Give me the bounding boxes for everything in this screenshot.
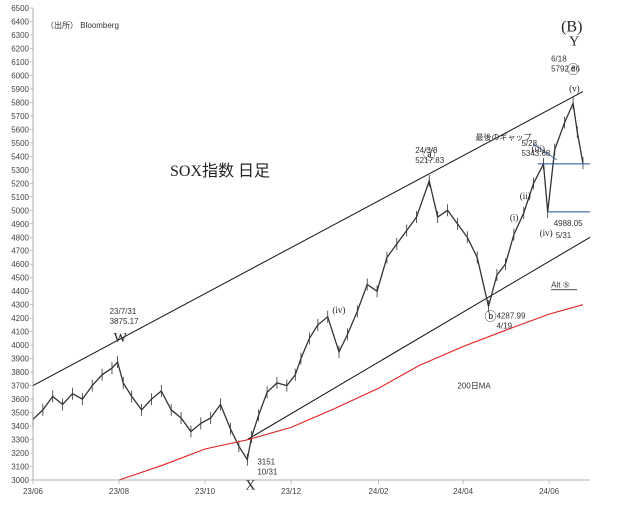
y-tick-label: 4300 bbox=[11, 301, 29, 310]
y-tick-label: 6100 bbox=[11, 58, 29, 67]
y-tick-label: 6300 bbox=[11, 31, 29, 40]
wave-label: ⓑ bbox=[484, 309, 496, 323]
series-lines bbox=[32, 97, 584, 481]
x-tick-label: 24/04 bbox=[453, 487, 474, 496]
y-tick-label: 3200 bbox=[11, 449, 29, 458]
y-tick-label: 5600 bbox=[11, 125, 29, 134]
y-tick-label: 4200 bbox=[11, 314, 29, 323]
annotation-label: 10/31 bbox=[257, 468, 278, 477]
gap-arrow bbox=[533, 143, 557, 161]
annotation-label: 4988.05 bbox=[554, 219, 583, 228]
y-tick-label: 5800 bbox=[11, 98, 29, 107]
annotation-label: 24/3/8 bbox=[415, 146, 438, 155]
y-tick-label: 5200 bbox=[11, 179, 29, 188]
y-tick-label: 5400 bbox=[11, 152, 29, 161]
wave-label: Y bbox=[569, 34, 579, 49]
y-tick-label: 4700 bbox=[11, 247, 29, 256]
y-tick-label: 6400 bbox=[11, 17, 29, 26]
annotation-label: 4287.99 bbox=[496, 311, 525, 320]
y-tick-label: 5500 bbox=[11, 139, 29, 148]
y-tick-label: 6000 bbox=[11, 71, 29, 80]
annotation-label: 5/28 bbox=[521, 139, 537, 148]
annotation-label: Alt ⑤ bbox=[551, 281, 570, 290]
y-tick-label: 3000 bbox=[11, 476, 29, 485]
y-tick-label: 6500 bbox=[11, 4, 29, 13]
x-tick-label: 23/10 bbox=[195, 487, 216, 496]
annotation-label: 4/19 bbox=[496, 321, 512, 330]
wave-label: (v) bbox=[569, 83, 580, 93]
y-tick-label: 6200 bbox=[11, 44, 29, 53]
annotation-label: 5792.86 bbox=[551, 64, 580, 73]
x-tick-label: 23/08 bbox=[109, 487, 130, 496]
chart-title: SOX指数 日足 bbox=[170, 162, 270, 180]
annotation-label: 5343.68 bbox=[521, 149, 550, 158]
annotation-label: 最後のギャップ bbox=[475, 132, 531, 142]
wave-label: (iv) bbox=[540, 228, 553, 238]
x-tick-label: 23/06 bbox=[23, 487, 44, 496]
annotation-label: 3151 bbox=[257, 458, 275, 467]
channel-lines bbox=[32, 91, 591, 440]
y-tick-label: 3400 bbox=[11, 422, 29, 431]
x-tick-label: 24/02 bbox=[368, 487, 389, 496]
y-tick-label: 3500 bbox=[11, 409, 29, 418]
y-tick-label: 4100 bbox=[11, 328, 29, 337]
y-tick-label: 5900 bbox=[11, 85, 29, 94]
ma200-line bbox=[118, 304, 584, 481]
y-tick-label: 4600 bbox=[11, 260, 29, 269]
annotation-label: 6/18 bbox=[551, 54, 567, 63]
wave-label: ⓐ bbox=[423, 148, 435, 162]
y-tick-label: 5700 bbox=[11, 112, 29, 121]
y-tick-label: 4500 bbox=[11, 274, 29, 283]
y-tick-label: 3300 bbox=[11, 436, 29, 445]
y-tick-label: 3100 bbox=[11, 463, 29, 472]
y-tick-label: 5100 bbox=[11, 193, 29, 202]
y-tick-label: 3900 bbox=[11, 355, 29, 364]
horizontal-lines bbox=[537, 163, 590, 213]
source-label: （出所） Bloomberg bbox=[46, 20, 119, 30]
wave-label: ⓒ bbox=[567, 62, 579, 76]
y-tick-label: 4000 bbox=[11, 341, 29, 350]
y-tick-label: 4800 bbox=[11, 233, 29, 242]
annotation-label: 5217.83 bbox=[415, 156, 444, 165]
wave-label: (iii) bbox=[531, 144, 545, 154]
wave-label: (iv) bbox=[332, 305, 345, 315]
channel-line-lower bbox=[247, 236, 591, 440]
wave-label: X bbox=[245, 479, 255, 494]
annotation-label: 3875.17 bbox=[110, 317, 139, 326]
y-tick-label: 3800 bbox=[11, 368, 29, 377]
y-tick-label: 4900 bbox=[11, 220, 29, 229]
wave-label: W bbox=[114, 331, 128, 346]
x-tick-label: 24/06 bbox=[539, 487, 560, 496]
y-tick-label: 4400 bbox=[11, 287, 29, 296]
axes: 3000 3100 3200 3300 3400 3500 3600 3700 3800 3900… bbox=[11, 4, 590, 496]
y-tick-label: 5000 bbox=[11, 206, 29, 215]
channel-line-upper bbox=[32, 91, 584, 387]
x-tick-label: 23/12 bbox=[281, 487, 302, 496]
annotation-label: 200日MA bbox=[457, 381, 491, 390]
wave-label: (ii) bbox=[520, 191, 531, 201]
sox-price-line bbox=[32, 100, 584, 462]
wave-label: (B) bbox=[561, 18, 582, 35]
y-tick-label: 3700 bbox=[11, 382, 29, 391]
wave-label: (i) bbox=[510, 213, 519, 223]
y-tick-label: 5300 bbox=[11, 166, 29, 175]
y-tick-label: 3600 bbox=[11, 395, 29, 404]
annotation-label: 5/31 bbox=[556, 231, 572, 240]
annotation-label: 23/7/31 bbox=[110, 307, 137, 316]
